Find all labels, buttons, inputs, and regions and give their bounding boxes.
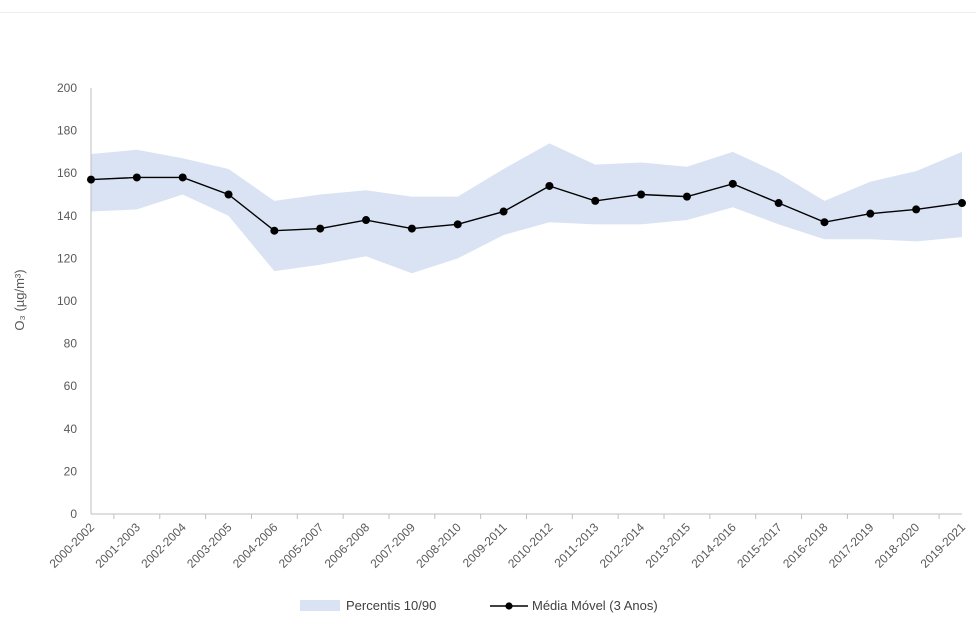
moving-average-layer [87,173,966,235]
x-tick-label: 2005-2007 [276,520,327,571]
legend: Percentis 10/90 Média Móvel (3 Anos) [300,598,658,613]
x-tick-labels: 2000-20022001-20032002-20042003-20052004… [47,520,969,571]
x-tick-label: 2000-2002 [47,520,98,571]
moving-average-point [132,173,141,182]
moving-average-point [316,224,325,233]
x-tick-label: 2016-2018 [780,520,831,571]
x-tick-label: 2019-2021 [918,520,969,571]
x-tick-label: 2004-2006 [230,520,281,571]
y-tick-label: 20 [64,464,78,478]
x-tick-label: 2012-2014 [597,520,648,571]
moving-average-point [224,190,233,199]
moving-average-point [958,199,966,208]
moving-average-point [591,196,600,205]
moving-average-point [362,216,371,225]
x-tick-label: 2007-2009 [368,520,419,571]
y-tick-label: 80 [64,337,78,351]
moving-average-point [682,192,691,201]
x-tick-label: 2006-2008 [322,520,373,571]
moving-average-point [87,175,95,184]
legend-band-swatch [300,600,340,611]
y-tick-label: 100 [57,294,77,308]
y-tick-label: 160 [57,166,77,180]
x-tick-label: 2003-2005 [184,520,235,571]
y-tick-label: 40 [64,422,78,436]
x-tick-label: 2014-2016 [688,520,739,571]
moving-average-point [637,190,646,199]
percentile-band-layer [91,143,962,274]
x-tick-label: 2017-2019 [826,520,877,571]
y-tick-label: 60 [64,379,78,393]
moving-average-point [728,179,737,188]
y-tick-label: 180 [57,124,77,138]
moving-average-point [178,173,187,182]
legend-line-label: Média Móvel (3 Anos) [532,598,658,613]
moving-average-point [820,218,829,227]
legend-band-label: Percentis 10/90 [346,598,436,613]
x-tick-label: 2008-2010 [413,520,464,571]
x-tick-label: 2011-2013 [552,520,602,570]
x-tick-label: 2002-2004 [138,520,189,571]
axis-layer [90,88,962,519]
y-tick-label: 200 [57,81,77,95]
top-divider [0,12,976,13]
moving-average-point [866,209,875,218]
x-tick-label: 2018-2020 [872,520,923,571]
moving-average-line [90,176,963,232]
legend-marker-swatch [505,602,513,610]
moving-average-point [774,199,783,208]
x-tick-label: 2009-2011 [460,520,510,570]
x-tick-label: 2001-2003 [92,520,143,571]
moving-average-point [407,224,416,233]
x-tick-label: 2013-2015 [643,520,694,571]
moving-average-point [270,226,279,235]
x-tick-label: 2015-2017 [734,520,785,571]
moving-average-point [453,220,462,229]
x-tick-label: 2010-2012 [505,520,556,571]
y-tick-labels: 0 20 40 60 80 100 120 140 160 180 200 [57,81,77,521]
moving-average-point [545,181,554,190]
y-axis-title: O₃ (µg/m³) [12,269,27,330]
moving-average-point [499,207,508,216]
moving-average-point [912,205,921,214]
y-tick-label: 140 [57,209,77,223]
y-tick-label: 120 [57,251,77,265]
percentile-band [91,143,962,274]
y-tick-label: 0 [70,507,77,521]
